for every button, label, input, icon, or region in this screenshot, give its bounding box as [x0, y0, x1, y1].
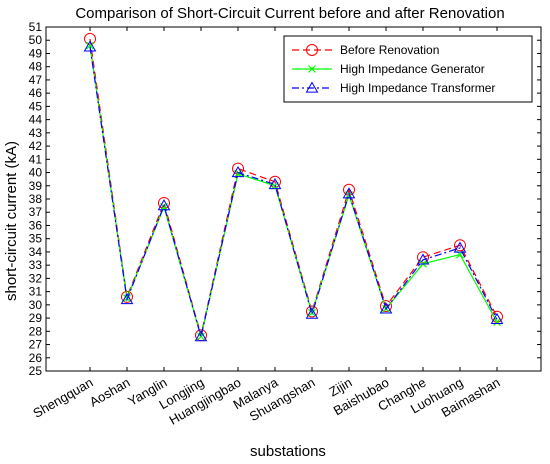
- y-tick-label: 36: [29, 218, 43, 232]
- chart-title: Comparison of Short-Circuit Current befo…: [75, 5, 504, 22]
- data-point: [454, 239, 466, 252]
- y-tick-label: 45: [29, 99, 43, 113]
- data-point: [121, 290, 133, 303]
- data-point: [194, 330, 208, 342]
- legend: Before Renovation High Impedance Generato…: [283, 35, 533, 103]
- y-tick-label: 42: [29, 139, 43, 153]
- y-tick-label: 49: [29, 46, 43, 60]
- y-tick-label: 25: [29, 364, 43, 378]
- y-tick-label: 35: [29, 232, 43, 246]
- data-point: [380, 300, 392, 313]
- y-axis-label: short-circuit current (kA): [3, 141, 20, 301]
- y-tick-label: 46: [29, 86, 43, 100]
- y-tick-label: 43: [29, 126, 43, 140]
- data-point: [416, 253, 430, 265]
- x-tick-label: Shengquan: [30, 375, 95, 421]
- data-point: [453, 241, 467, 253]
- y-axis-ticks: 2526272829303132333435363738394041424344…: [29, 20, 541, 378]
- y-tick-label: 31: [29, 285, 43, 299]
- data-point: [120, 293, 134, 305]
- legend-item: Before Renovation: [292, 43, 439, 57]
- y-tick-label: 28: [29, 324, 43, 338]
- legend-marker: [306, 44, 318, 56]
- data-point: [490, 312, 504, 325]
- data-point: [157, 199, 171, 211]
- data-point: [306, 305, 318, 318]
- data-point: [342, 187, 356, 199]
- y-tick-label: 50: [29, 33, 43, 47]
- y-tick-label: 26: [29, 351, 43, 365]
- data-point: [268, 177, 282, 190]
- legend-label: Before Renovation: [340, 43, 439, 57]
- y-tick-label: 41: [29, 152, 43, 166]
- y-tick-label: 48: [29, 60, 43, 74]
- x-tick-label: Aoshan: [87, 375, 133, 410]
- y-tick-label: 32: [29, 271, 43, 285]
- series-line: [89, 46, 498, 337]
- y-tick-label: 33: [29, 258, 43, 272]
- series-layer: [83, 32, 504, 342]
- series-line: [89, 38, 498, 336]
- y-tick-label: 27: [29, 338, 43, 352]
- series-3: [83, 40, 504, 342]
- y-tick-label: 51: [29, 20, 43, 34]
- legend-label: High Impedance Transformer: [340, 81, 495, 95]
- legend-marker: [308, 65, 316, 73]
- data-point: [417, 251, 429, 264]
- data-point: [231, 166, 245, 178]
- y-tick-label: 39: [29, 179, 43, 193]
- legend-item: High Impedance Generator: [292, 62, 485, 76]
- y-tick-label: 44: [29, 113, 43, 127]
- data-point: [86, 41, 94, 50]
- data-point: [84, 32, 96, 45]
- y-tick-label: 29: [29, 311, 43, 325]
- data-point: [83, 40, 97, 52]
- data-point: [305, 307, 319, 319]
- y-tick-label: 38: [29, 192, 43, 206]
- data-point: [379, 302, 393, 314]
- x-axis-label: substations: [250, 443, 326, 460]
- y-tick-label: 34: [29, 245, 43, 259]
- y-tick-label: 30: [29, 298, 43, 312]
- data-point: [493, 318, 501, 326]
- legend-label: High Impedance Generator: [340, 62, 485, 76]
- y-tick-label: 40: [29, 166, 43, 180]
- legend-item: High Impedance Transformer: [292, 81, 495, 95]
- legend-marker: [305, 81, 319, 93]
- y-tick-label: 37: [29, 205, 43, 219]
- y-tick-label: 47: [29, 73, 43, 87]
